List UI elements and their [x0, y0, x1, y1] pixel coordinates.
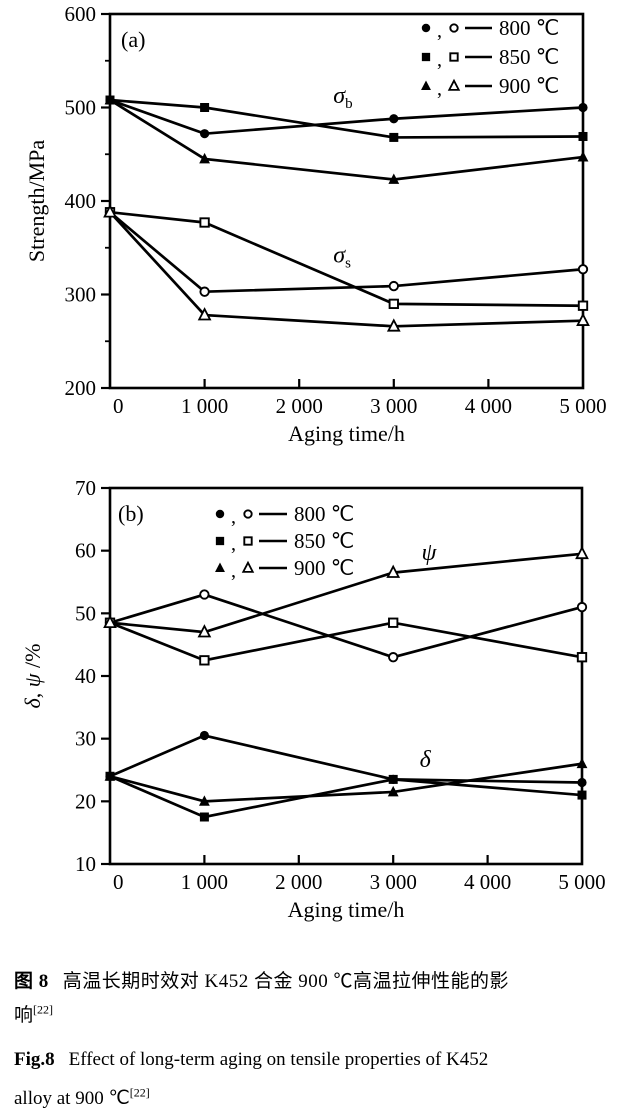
chart-b-annotation-δ: δ: [420, 747, 432, 773]
chart-a-xtick-label: 1 000: [181, 394, 228, 418]
chart-a-xaxis-title: Aging time/h: [288, 421, 405, 446]
chart-a-legend-item-800℃: , 800 ℃: [421, 16, 559, 42]
chart-a-legend-item-850℃: , 850 ℃: [421, 45, 559, 71]
chart-b-xaxis-title: Aging time/h: [288, 897, 405, 922]
chart-a-xtick-label: 0: [113, 394, 124, 418]
chart-b-ytick-label: 40: [75, 664, 96, 688]
chart-b-annotation-ψ: ψ: [422, 540, 438, 566]
caption-en-label: Fig.8: [14, 1049, 55, 1070]
chart-b-series-psi-900C: [103, 545, 589, 638]
caption-zh-reference: [22]: [33, 1002, 54, 1017]
chart-a-ytick-label: 500: [65, 96, 97, 120]
chart-b-xtick-label: 2 000: [275, 870, 322, 894]
caption-zh-label: 图 8: [14, 971, 49, 992]
svg-text:,: ,: [231, 560, 236, 582]
chart-b: 10 20 30 40 50 60 70 0 1 000 2 000 3 000 4 000 5 000…: [20, 476, 606, 922]
chart-b-ytick-label: 30: [75, 727, 96, 751]
chart-b-series-delta-900C: [104, 757, 588, 806]
chart-a-series-sigma-b-900C: [104, 94, 589, 184]
chart-a: 200 300 400 500 600 0 1 000 2 000 3 000 4 000 5 00…: [24, 2, 607, 446]
chart-b-ytick-label: 60: [75, 539, 96, 563]
svg-text:,: ,: [437, 49, 442, 71]
chart-a-ytick-label: 200: [65, 376, 97, 400]
chart-b-xtick-label: 0: [113, 870, 124, 894]
chart-a-panel-label: (a): [121, 27, 145, 52]
svg-text:800 ℃: 800 ℃: [499, 16, 559, 40]
caption-en-line2: alloy at 900 ℃[22]: [14, 1085, 150, 1109]
svg-text:800 ℃: 800 ℃: [294, 502, 354, 526]
svg-text:,: ,: [437, 20, 442, 42]
caption-en-reference: [22]: [129, 1085, 150, 1100]
svg-text:,: ,: [231, 506, 236, 528]
chart-a-ytick-label: 400: [65, 189, 97, 213]
chart-a-legend-item-900℃: , 900 ℃: [421, 74, 559, 100]
chart-b-ytick-label: 50: [75, 601, 96, 625]
chart-b-xtick-label: 4 000: [464, 870, 511, 894]
svg-text:850 ℃: 850 ℃: [499, 45, 559, 69]
chart-b-panel-label: (b): [118, 501, 144, 526]
chart-b-legend-item-850℃: , 850 ℃: [215, 529, 354, 555]
chart-a-yaxis-title: Strength/MPa: [24, 140, 49, 262]
chart-b-xtick-label: 1 000: [181, 870, 228, 894]
caption-zh-line1: 图 8 高温长期时效对 K452 合金 900 ℃高温拉伸性能的影: [14, 971, 509, 992]
chart-b-legend-item-800℃: , 800 ℃: [215, 502, 354, 528]
chart-b-xtick-label: 5 000: [558, 870, 605, 894]
svg-text:900 ℃: 900 ℃: [294, 556, 354, 580]
chart-a-ytick-label: 300: [65, 283, 97, 307]
svg-text:,: ,: [231, 533, 236, 555]
chart-b-ytick-label: 70: [75, 476, 96, 500]
caption-zh-line2: 响[22]: [14, 1002, 54, 1026]
caption-en-line1: Fig.8 Effect of long-term aging on tensil…: [14, 1049, 489, 1070]
chart-a-xtick-label: 2 000: [276, 394, 323, 418]
chart-b-yaxis-title: δ, ψ /%: [20, 644, 45, 709]
svg-text:,: ,: [437, 78, 442, 100]
chart-a-xtick-label: 4 000: [465, 394, 512, 418]
chart-b-ytick-label: 20: [75, 789, 96, 813]
svg-text:850 ℃: 850 ℃: [294, 529, 354, 553]
chart-b-legend-item-900℃: , 900 ℃: [215, 556, 354, 582]
chart-a-series-sigma-b-800C: [105, 95, 588, 139]
chart-b-series-psi-850C: [104, 617, 588, 666]
svg-text:900 ℃: 900 ℃: [499, 74, 559, 98]
chart-a-xtick-label: 3 000: [370, 394, 417, 418]
chart-b-ytick-label: 10: [75, 852, 96, 876]
chart-a-series-sigma-s-900C: [103, 204, 590, 332]
chart-a-ytick-label: 600: [65, 2, 97, 26]
chart-a-xtick-label: 5 000: [559, 394, 606, 418]
chart-b-xtick-label: 3 000: [370, 870, 417, 894]
